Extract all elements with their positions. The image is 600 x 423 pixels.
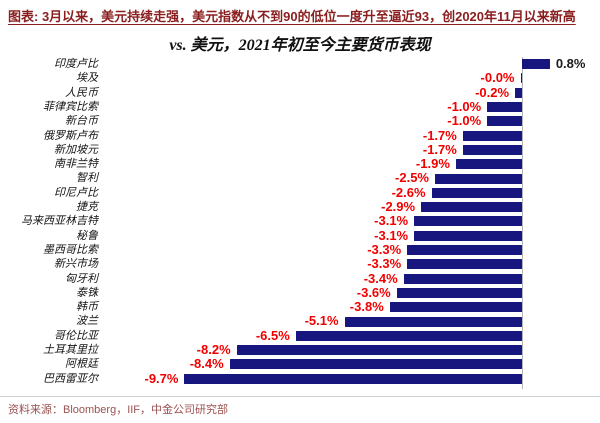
chart-row: 印度卢比 0.8% [0,56,600,71]
category-label: 韩币 [76,301,98,314]
chart-row: 新加坡元 -1.7% [0,141,600,157]
bar [403,273,522,284]
chart-row: 智利 -2.5% [0,171,600,185]
value-label: -1.7% [422,127,457,143]
value-label: -3.8% [349,299,384,315]
bar [344,316,522,327]
bar [435,173,522,184]
category-label: 秘鲁 [76,229,98,242]
chart-row: 俄罗斯卢布 -1.7% [0,127,600,143]
bar [522,59,550,70]
category-label: 捷克 [76,201,98,213]
bar [520,73,522,84]
value-label: -3.1% [374,227,409,243]
value-label: -1.7% [422,141,457,157]
bar [455,159,522,170]
chart-row: 捷克 -2.9% [0,199,600,214]
value-label: -5.1% [304,313,339,329]
category-label: 阿根廷 [65,358,98,371]
chart-row: 印尼卢比 -2.6% [0,184,600,200]
value-label: -9.7% [144,370,179,386]
chart-row: 埃及 -0.0% [0,70,600,86]
chart-row: 波兰 -5.1% [0,314,600,328]
category-label: 泰铢 [76,286,98,299]
category-label: 匈牙利 [65,272,98,285]
value-label: -3.1% [374,213,409,229]
chart-row: 人民币 -0.2% [0,84,600,100]
chart-row: 韩币 -3.8% [0,299,600,315]
chart-row: 秘鲁 -3.1% [0,227,600,243]
bar [487,102,522,113]
value-label: -3.4% [363,270,398,286]
chart-title: vs. 美元，2021年初至今主要货币表现 [169,37,431,54]
bar [396,287,522,298]
value-label: 0.8% [555,56,586,71]
value-label: -1.0% [447,98,482,114]
chart-row: 新台币 -1.0% [0,113,600,129]
chart-row: 南非兰特 -1.9% [0,156,600,172]
chart-row: 哥伦比亚 -6.5% [0,327,600,343]
bar [295,330,522,341]
zero-axis-line [522,57,523,389]
value-label: -2.5% [395,170,429,186]
category-label: 南非兰特 [54,158,98,171]
bottom-divider [0,396,600,397]
category-label: 菲律宾比索 [43,100,98,113]
bar [407,245,522,256]
chart-row: 泰铢 -3.6% [0,284,600,300]
bar [515,87,522,98]
bar-chart: 印度卢比 0.8% 埃及 -0.0% 人民币 -0.2% 菲律宾比索 -1.0% 新台币 -1.0… [0,56,600,389]
category-label: 智利 [76,172,98,185]
chart-row: 新兴市场 -3.3% [0,256,600,272]
value-label: -3.6% [356,284,391,300]
chart-row: 巴西雷亚尔 -9.7% [0,370,600,386]
category-label: 哥伦比亚 [54,329,98,342]
bar [487,116,522,127]
bar [431,187,522,198]
category-label: 巴西雷亚尔 [43,372,98,385]
chart-row: 匈牙利 -3.4% [0,270,600,286]
bar [462,130,522,141]
value-label: -0.2% [475,84,510,100]
bar [229,359,522,370]
value-label: -0.0% [480,70,515,86]
figure-caption: 图表: 3月以来，美元持续走强，美元指数从不到90的低位一度升至逼近93，创20… [8,9,576,24]
category-label: 埃及 [76,72,98,85]
value-label: -2.9% [381,199,416,214]
chart-row: 阿根廷 -8.4% [0,356,600,372]
value-label: -6.5% [255,327,290,343]
bar [462,144,522,155]
chart-row: 墨西哥比索 -3.3% [0,241,600,257]
value-label: -2.6% [391,184,426,200]
chart-row: 马来西亚林吉特 -3.1% [0,213,600,229]
category-label: 人民币 [65,86,98,99]
category-label: 新台币 [65,115,98,128]
source-note: 资料来源：Bloomberg，IIF，中金公司研究部 [8,404,229,416]
chart-row: 菲律宾比索 -1.0% [0,98,600,114]
chart-row: 土耳其里拉 -8.2% [0,342,600,357]
category-label: 新加坡元 [54,143,98,156]
category-label: 印度卢比 [54,58,98,70]
value-label: -3.3% [367,241,402,257]
category-label: 波兰 [76,315,98,328]
category-label: 墨西哥比索 [43,243,98,256]
bar [407,259,522,270]
category-label: 土耳其里拉 [43,344,98,356]
value-label: -1.0% [447,113,482,129]
value-label: -8.4% [189,356,224,372]
bar [236,345,522,356]
category-label: 印尼卢比 [54,186,98,199]
category-label: 新兴市场 [54,258,98,271]
category-label: 俄罗斯卢布 [43,129,98,142]
bar [389,302,522,313]
bar [184,373,522,384]
category-label: 马来西亚林吉特 [21,215,98,228]
value-label: -1.9% [415,156,450,172]
value-label: -8.2% [196,342,231,357]
bar [414,230,522,241]
value-label: -3.3% [367,256,402,272]
bar [421,202,522,213]
bar [414,216,522,227]
